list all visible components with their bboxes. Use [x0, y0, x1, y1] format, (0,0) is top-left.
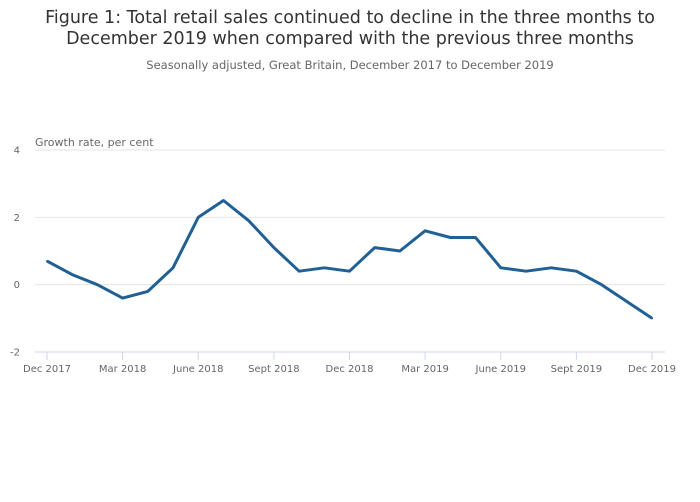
x-tick-label: Mar 2018 [99, 364, 147, 375]
y-tick-label: 0 [14, 280, 20, 291]
data-point[interactable] [550, 266, 553, 269]
data-point[interactable] [272, 246, 275, 249]
data-point[interactable] [298, 270, 301, 273]
x-tick-label: Mar 2019 [401, 364, 449, 375]
data-point[interactable] [499, 266, 502, 269]
data-point[interactable] [323, 266, 326, 269]
data-point[interactable] [172, 266, 175, 269]
data-point[interactable] [625, 300, 628, 303]
x-tick-label: Sept 2018 [248, 364, 299, 375]
y-tick-label: 2 [14, 213, 20, 224]
x-tick-label: Dec 2017 [23, 364, 71, 375]
y-tick-label: 4 [14, 146, 20, 157]
y-axis-label: Growth rate, per cent [35, 136, 154, 149]
x-tick-label: Dec 2019 [628, 364, 676, 375]
data-point[interactable] [146, 290, 149, 293]
data-point[interactable] [373, 246, 376, 249]
data-point[interactable] [449, 236, 452, 239]
data-point[interactable] [348, 270, 351, 273]
data-point[interactable] [575, 270, 578, 273]
data-point[interactable] [197, 216, 200, 219]
data-point[interactable] [424, 229, 427, 232]
series-line [46, 199, 653, 320]
data-point[interactable] [222, 199, 225, 202]
y-tick-label: -2 [10, 348, 20, 359]
chart-subtitle: Seasonally adjusted, Great Britain, Dece… [146, 58, 554, 72]
x-tick-label: Sept 2019 [551, 364, 602, 375]
data-point[interactable] [398, 250, 401, 252]
x-tick-label: June 2018 [172, 364, 223, 375]
data-point[interactable] [600, 283, 603, 286]
data-point[interactable] [46, 260, 48, 263]
x-tick-label: June 2019 [475, 364, 526, 375]
data-point[interactable] [121, 297, 124, 300]
data-point[interactable] [96, 283, 99, 286]
data-point[interactable] [247, 219, 250, 222]
chart-title: Figure 1: Total retail sales continued t… [45, 8, 655, 49]
data-point[interactable] [651, 317, 653, 320]
data-point[interactable] [474, 236, 477, 239]
data-point[interactable] [71, 273, 74, 276]
x-tick-label: Dec 2018 [326, 364, 374, 375]
data-point[interactable] [524, 270, 527, 273]
